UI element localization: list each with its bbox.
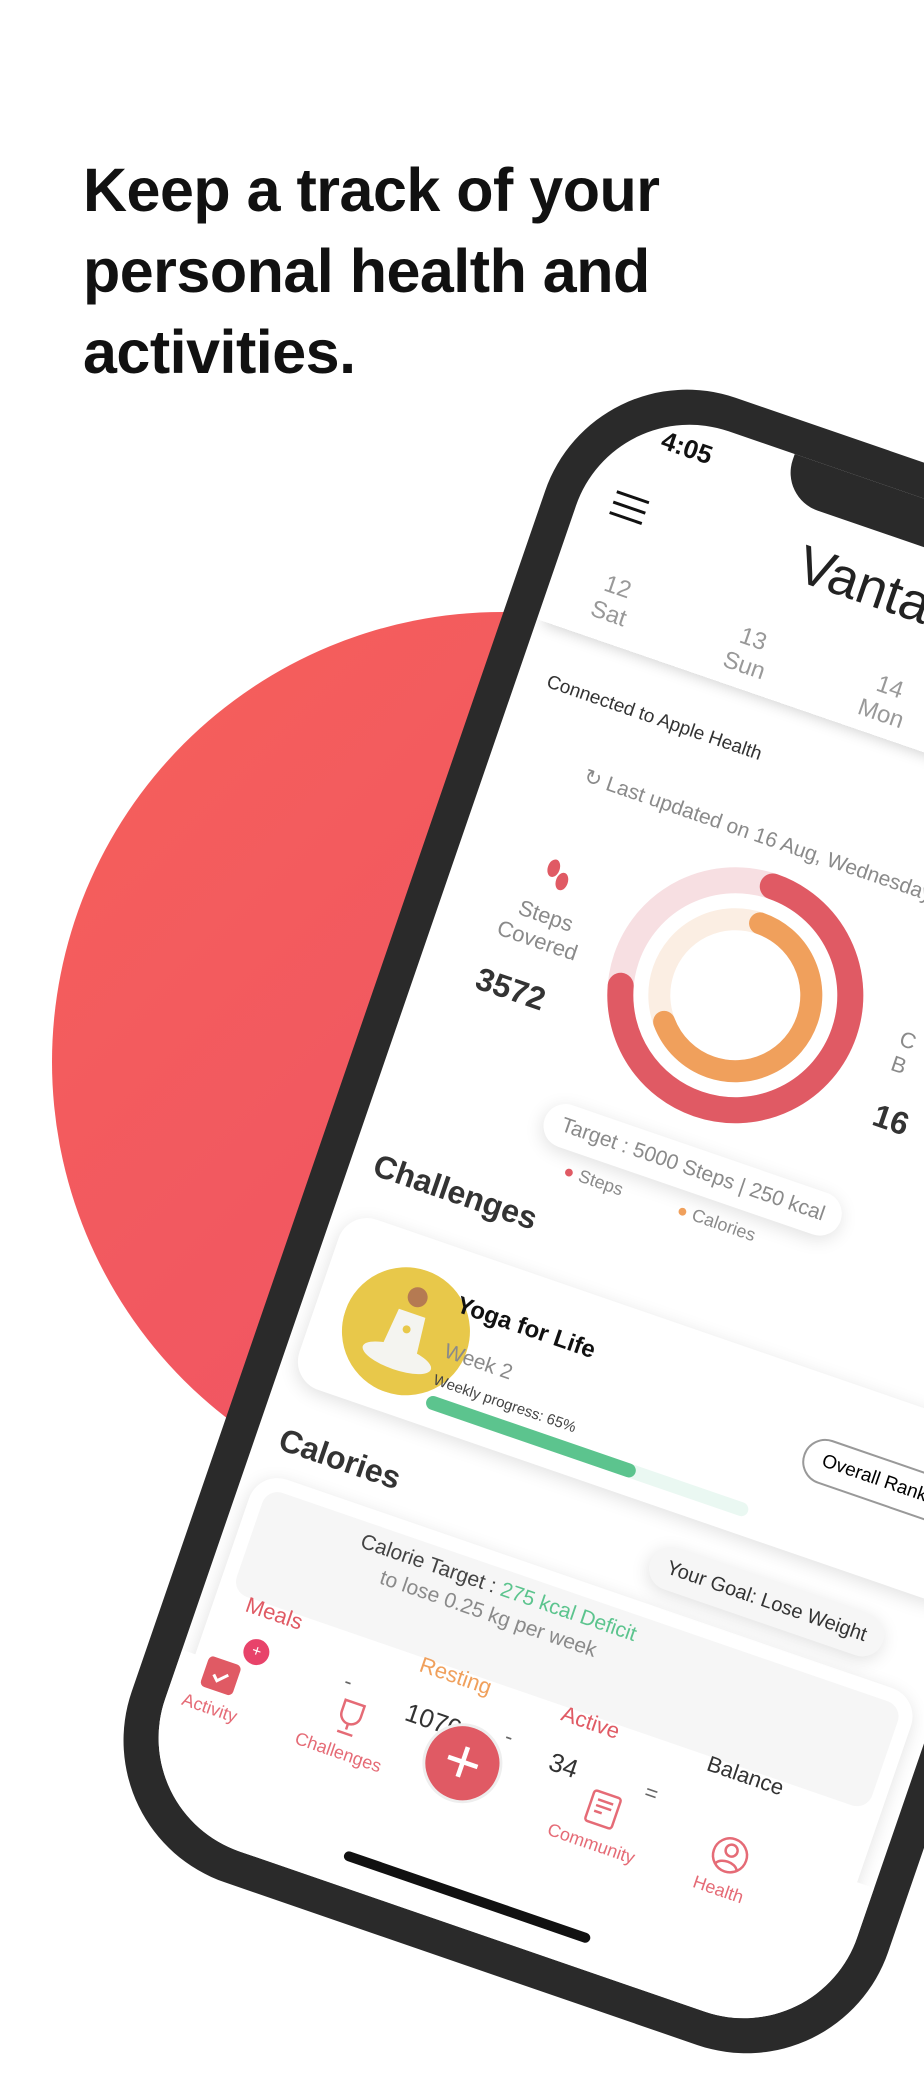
plus-icon: + xyxy=(433,1721,493,1802)
newspaper-icon xyxy=(584,1789,622,1830)
yoga-illustration xyxy=(341,1267,470,1396)
activity-rings xyxy=(607,867,864,1124)
calories-ring xyxy=(648,908,823,1083)
weekly-progress-bar xyxy=(424,1394,751,1519)
challenges-heading: Challenges xyxy=(368,1146,542,1237)
nav-health[interactable]: Health xyxy=(663,1819,789,1918)
footprints-icon xyxy=(547,859,569,891)
overall-rank-pill[interactable]: Overall Rank 12 xyxy=(796,1432,924,1534)
calendar-check-icon xyxy=(200,1656,241,1696)
trophy-icon xyxy=(336,1698,367,1738)
nav-community[interactable]: Community xyxy=(536,1773,662,1872)
app-screen: 4:05 Vantage 12 Sat 13 Sun 14 Mon Connected… xyxy=(126,392,924,2051)
headline: Keep a track of your personal health and… xyxy=(83,156,660,386)
steps-value: 3572 xyxy=(471,960,551,1018)
steps-ring xyxy=(607,867,864,1124)
user-circle-icon xyxy=(711,1837,749,1874)
steps-label: Steps Covered xyxy=(494,894,581,966)
minus-operator: - xyxy=(341,1668,357,1695)
calories-burned-value: 16 xyxy=(868,1096,914,1143)
phone-frame: 4:05 Vantage 12 Sat 13 Sun 14 Mon Connected… xyxy=(82,349,924,2094)
nav-challenges[interactable]: Challenges xyxy=(283,1681,409,1780)
nav-activity[interactable]: Activity xyxy=(154,1637,280,1736)
challenge-card[interactable]: Yoga for Life Week 2 Weekly progress: 65… xyxy=(289,1209,924,1609)
minus-operator: - xyxy=(501,1723,517,1750)
